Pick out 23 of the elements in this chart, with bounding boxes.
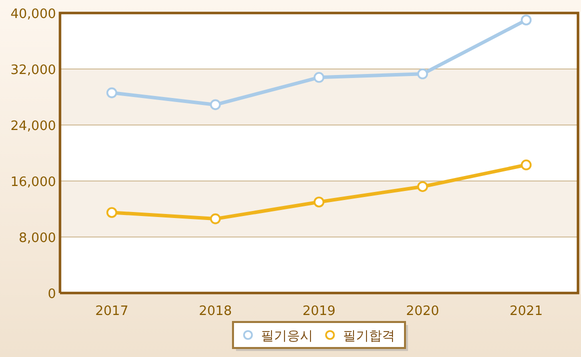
y-tick-label: 16,000: [10, 175, 56, 190]
point: [106, 87, 118, 98]
point: [106, 207, 118, 218]
y-tick-label: 0: [48, 287, 56, 302]
point: [520, 14, 532, 26]
point: [210, 213, 221, 224]
x-tick-label: 2019: [302, 304, 336, 319]
point: [210, 99, 221, 110]
x-tick-label: 2017: [95, 304, 128, 319]
point: [417, 68, 428, 80]
legend-label: 필기합격: [343, 329, 395, 344]
x-tick-label: 2021: [510, 304, 543, 319]
point: [520, 160, 532, 170]
point: [417, 181, 428, 192]
point: [314, 72, 324, 83]
x-tick-label: 2020: [406, 304, 440, 319]
y-tick-label: 24,000: [10, 119, 56, 134]
y-tick-label: 8,000: [18, 231, 56, 246]
legend-label: 필기응시: [261, 329, 313, 344]
y-tick-label: 32,000: [10, 63, 56, 78]
y-tick-label: 40,000: [10, 7, 56, 22]
x-tick-label: 2018: [198, 304, 232, 319]
point: [314, 196, 324, 208]
